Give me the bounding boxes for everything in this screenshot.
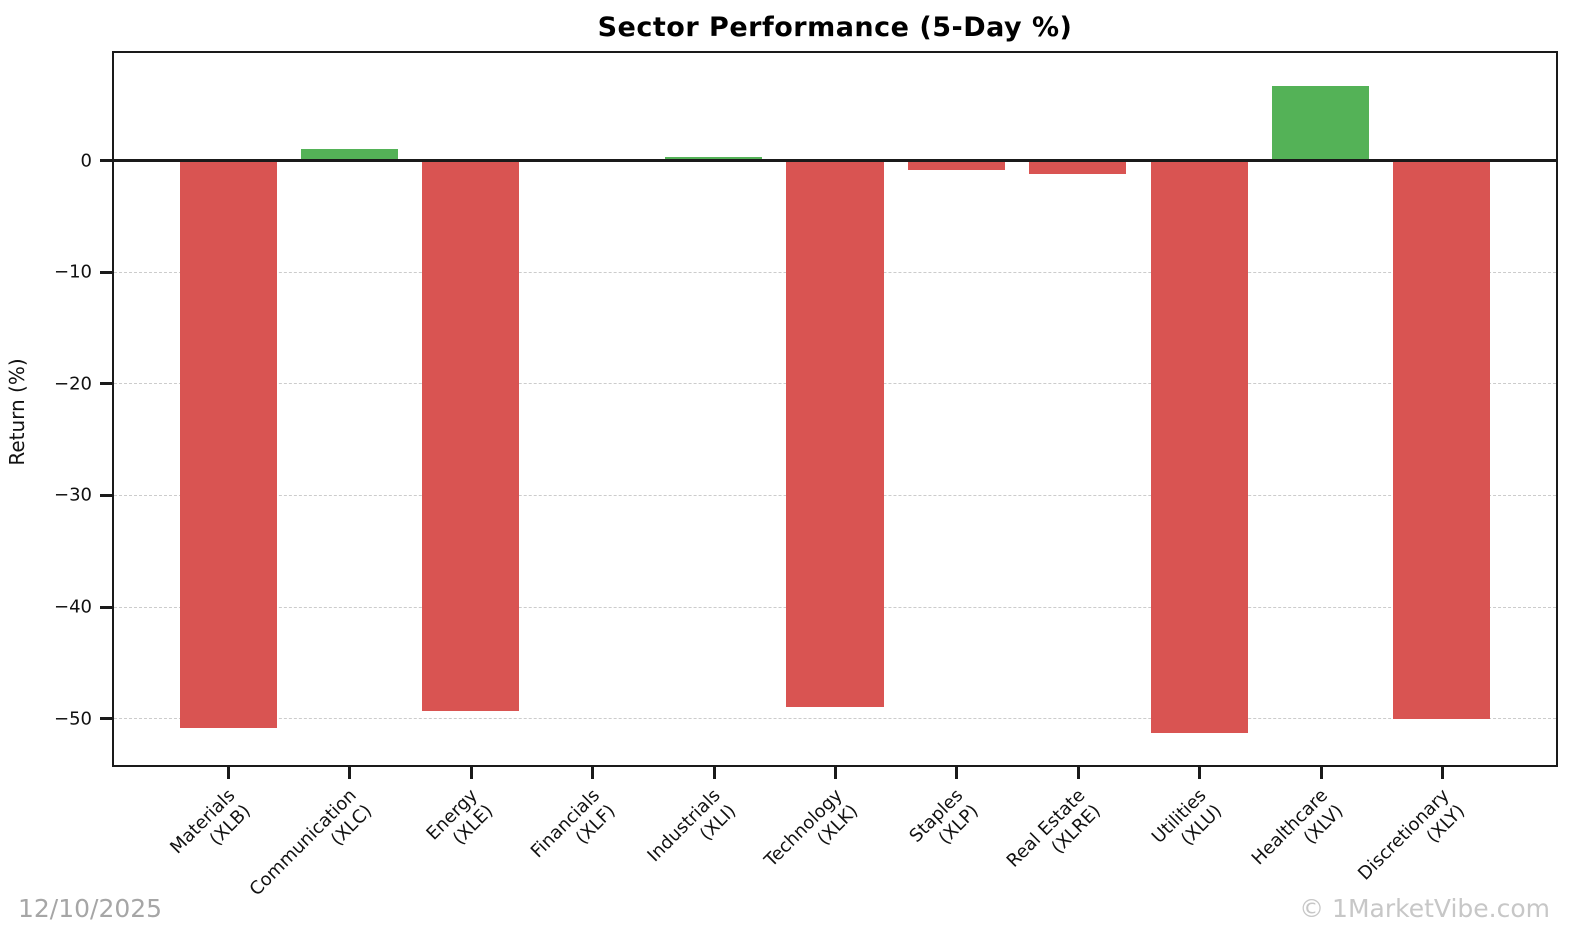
xtick-mark-utilities (1198, 767, 1202, 779)
bar-communication-xlc (300, 148, 399, 161)
xtick-label-technology: Technology (XLK) (760, 785, 862, 872)
date-watermark: 12/10/2025 (18, 894, 163, 923)
gridline-y--50 (114, 718, 1556, 720)
bar-utilities-xlu (1150, 160, 1248, 733)
ytick-mark--10 (100, 270, 112, 274)
xtick-mark-technology (834, 767, 837, 779)
xtick-mark-materials (227, 767, 231, 779)
ytick-label--40: −40 (54, 596, 92, 618)
bar-energy-xle (422, 160, 520, 712)
xtick-label-industrials: Industrials (XLI) (643, 785, 741, 867)
xtick-mark-discretionary (1440, 767, 1444, 779)
xtick-label-utilities: Utilities (XLU) (1147, 785, 1227, 850)
ytick-mark--20 (100, 382, 112, 386)
chart-title: Sector Performance (5-Day %) (597, 12, 1073, 43)
bar-industrials-xli (665, 156, 763, 161)
bar-discretionary-xly (1393, 160, 1491, 720)
y-axis-label: Return (%) (5, 358, 29, 466)
xtick-label-real-estate: Real Estate (XLRE) (1002, 785, 1105, 872)
ytick-label--50: −50 (54, 708, 92, 730)
site-watermark: © 1MarketVibe.com (1299, 894, 1550, 923)
xtick-label-financials: Financials (XLF) (526, 785, 620, 863)
xtick-mark-staples (955, 767, 959, 779)
xtick-mark-industrials (712, 767, 716, 779)
xtick-mark-real-estate (1076, 767, 1080, 779)
xtick-mark-healthcare (1319, 767, 1323, 779)
ytick-label-0: 0 (80, 150, 92, 172)
xtick-label-staples: Staples (XLP) (905, 785, 984, 849)
ytick-mark--40 (100, 605, 112, 609)
bar-materials-xlb (179, 160, 277, 729)
ytick-label--20: −20 (54, 373, 92, 395)
bar-staples-xlp (907, 160, 1005, 171)
zero-axis-line (114, 158, 1556, 162)
xtick-mark-energy (469, 767, 473, 779)
xtick-label-materials: Materials (XLB) (166, 785, 255, 859)
ytick-label--30: −30 (54, 484, 92, 506)
ytick-mark--30 (100, 493, 112, 497)
xtick-mark-communication (348, 767, 352, 779)
xtick-label-discretionary: Discretionary (XLY) (1353, 785, 1469, 885)
bar-healthcare-xlv (1271, 86, 1370, 161)
plot-area (112, 51, 1558, 767)
bar-real-estate-xlre (1029, 160, 1127, 174)
ytick-mark--50 (100, 717, 112, 721)
ytick-label--10: −10 (54, 261, 92, 283)
ytick-mark-0 (100, 159, 112, 163)
xtick-label-energy: Energy (XLE) (422, 785, 498, 850)
xtick-mark-financials (591, 767, 595, 779)
bar-technology-xlk (786, 160, 884, 707)
xtick-label-communication: Communication (XLC) (245, 785, 377, 901)
xtick-label-healthcare: Healthcare (XLV) (1247, 785, 1348, 870)
